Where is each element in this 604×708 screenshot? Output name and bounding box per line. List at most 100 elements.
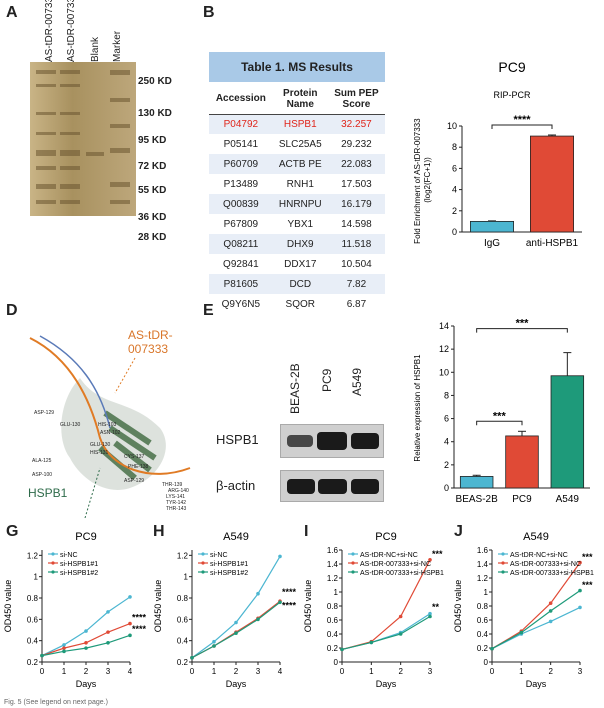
table-cell: P67809 — [223, 218, 259, 230]
panel-label-i: I — [304, 523, 309, 540]
residue-label: HIS-131 — [90, 450, 109, 456]
chart-subtitle: RIP-PCR — [493, 90, 531, 100]
residue-label: ASP-100 — [32, 472, 53, 478]
y-tick-label: 14 — [439, 321, 449, 331]
data-point — [212, 644, 216, 648]
data-point — [256, 617, 260, 622]
data-point — [62, 643, 66, 647]
data-point — [106, 630, 110, 634]
x-tick-label: 3 — [106, 667, 111, 676]
legend-label: AS-tDR-NC+si-NC — [510, 552, 568, 559]
data-point — [190, 655, 194, 660]
y-axis-label-line: Fold Enrichment of AS-tDR-007333 — [413, 118, 422, 244]
beta-actin-band — [318, 479, 347, 494]
table-row: P67809 YBX1 14.598 — [209, 214, 385, 234]
table-cell: HNRNPU — [278, 198, 322, 210]
table-cell: 7.82 — [346, 278, 367, 290]
table-cell: 32.257 — [341, 118, 372, 130]
data-point — [106, 610, 110, 614]
legend-marker — [351, 570, 355, 574]
y-tick-label: 6 — [452, 163, 457, 173]
table-cell: SLC25A5 — [278, 138, 322, 150]
table-cell: Q92841 — [223, 258, 259, 270]
residue-label: TYR-142 — [166, 500, 187, 506]
y-tick-label: 0 — [444, 483, 449, 493]
significance-label: **** — [282, 587, 297, 597]
chart-title: PC9 — [498, 59, 525, 75]
data-point — [340, 647, 344, 652]
y-tick-label: 0.4 — [327, 630, 339, 639]
legend-marker — [501, 561, 505, 565]
protein-pointer — [84, 467, 101, 519]
legend-label: si-HSPB1#2 — [210, 570, 248, 577]
y-axis-label: OD450 value — [303, 580, 313, 633]
data-point — [62, 649, 66, 654]
legend-marker — [351, 552, 355, 556]
y-tick-label: 2 — [444, 460, 449, 470]
ms-table-body: P04792 HSPB1 32.257 P05141 SLC25A5 29.232 P607… — [209, 114, 385, 314]
bar — [550, 375, 585, 489]
series-line — [41, 634, 131, 657]
table-cell: P13489 — [223, 178, 259, 190]
panel-label-j: J — [454, 523, 463, 540]
y-tick-label: 0.8 — [27, 594, 39, 603]
residue-label: LYS-141 — [166, 494, 186, 500]
y-tick-label: 1.4 — [477, 560, 489, 569]
significance-bracket — [476, 420, 523, 426]
bar — [459, 476, 494, 489]
y-tick-label: 4 — [444, 437, 449, 447]
rna-strand — [39, 335, 111, 429]
data-point — [428, 611, 432, 616]
chart-i-plot: PC9 0 0.2 0.4 0.6 0.8 1 1.2 1.4 1.6 0 1 2 3 Days OD450 … — [303, 531, 444, 689]
marker-size-label: 55 KD — [138, 185, 167, 196]
x-tick-label: 2 — [548, 667, 553, 676]
data-point — [490, 646, 494, 651]
x-tick-label: PC9 — [512, 494, 532, 505]
x-axis-label: Days — [76, 679, 97, 689]
table-row: Q92841 DDX17 10.504 — [209, 254, 385, 274]
series-line — [341, 613, 431, 650]
data-point — [62, 646, 66, 650]
docking-structure-drawing — [29, 335, 191, 519]
table-row: Q08211 DHX9 11.518 — [209, 234, 385, 254]
table-cell: SQOR — [285, 298, 315, 310]
y-tick-label: 10 — [447, 121, 457, 131]
y-tick-label: 0.2 — [177, 658, 189, 667]
blot-row-label: HSPB1 — [216, 432, 259, 447]
y-tick-label: 2 — [452, 206, 457, 216]
data-point — [128, 595, 132, 599]
significance-label: *** — [582, 552, 593, 562]
beta-actin-blot-strip — [280, 470, 384, 502]
legend-marker — [501, 570, 505, 574]
header-line: Protein — [283, 87, 318, 99]
header-line: Sum PEP — [334, 87, 379, 99]
x-tick-label: 1 — [212, 667, 217, 676]
significance-label: ** — [432, 602, 440, 612]
y-tick-label: 6 — [444, 414, 449, 424]
data-point — [578, 560, 582, 565]
data-point — [548, 601, 553, 605]
table-row: P04792 HSPB1 32.257 — [209, 114, 385, 134]
data-point — [84, 641, 88, 645]
data-point — [428, 558, 432, 562]
x-tick-label: 2 — [234, 667, 239, 676]
gel-lane-label: AS-tDR-007333-OE — [44, 0, 55, 62]
x-tick-label: 1 — [369, 667, 374, 676]
y-tick-label: 0.4 — [477, 630, 489, 639]
significance-label: *** — [432, 549, 443, 559]
chart-title: A549 — [223, 531, 249, 543]
table-cell: YBX1 — [287, 218, 314, 230]
y-tick-label: 1.6 — [327, 546, 339, 555]
y-tick-label: 0.6 — [477, 616, 489, 625]
legend-label: si-NC — [60, 552, 78, 559]
legend-label: si-HSPB1#1 — [210, 561, 248, 568]
residue-label: HIS-103 — [98, 422, 117, 428]
x-axis-label: Days — [526, 679, 547, 689]
hspb1-band — [351, 433, 379, 449]
residue-label: ASN-102 — [100, 430, 121, 436]
residue-label: GLU-130 — [90, 442, 111, 448]
table-row: P13489 RNH1 17.503 — [209, 174, 385, 194]
significance-bracket — [476, 328, 568, 333]
series-line — [341, 615, 431, 650]
chart-c-rip-pcr: PC9 RIP-PCR 0 2 4 6 8 10 IgG anti-HSPB1 **** Fol… — [413, 59, 582, 249]
